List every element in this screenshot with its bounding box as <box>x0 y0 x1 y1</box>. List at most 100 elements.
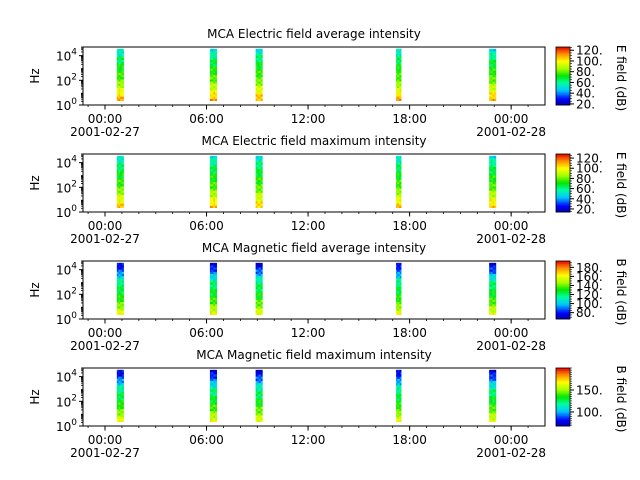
data-band-3 <box>255 155 263 208</box>
x-tick-label: 06:00 <box>189 219 224 233</box>
y-axis: 100 102 104 Hz <box>28 153 83 220</box>
x-tick-label: 12:00 <box>291 433 326 447</box>
x-tick-label: 00:00 <box>88 433 123 447</box>
colorbar-tick-label: 80. <box>576 306 595 320</box>
plot-frame <box>82 46 546 106</box>
x-tick-label: 00:00 <box>494 433 529 447</box>
y-axis: 100 102 104 Hz <box>28 46 83 113</box>
x-tick-date: 2001-02-28 <box>476 339 546 353</box>
panel-2: MCA Electric field maximum intensity 100 1… <box>28 134 628 246</box>
colorbar-tick-label: 60. <box>576 76 595 90</box>
x-tick-date: 2001-02-27 <box>70 339 140 353</box>
spectrogram-data <box>116 155 497 208</box>
data-band-1 <box>116 155 124 208</box>
x-tick-label: 06:00 <box>189 326 224 340</box>
colorbar: 20.40.60.80.100.120. E field (dB) <box>555 152 628 218</box>
panel-3: MCA Magnetic field average intensity 100 1… <box>28 241 628 353</box>
colorbar-tick-label: 20. <box>576 97 595 111</box>
y-tick-label: 102 <box>56 393 77 409</box>
y-tick-label: 104 <box>56 262 77 278</box>
data-band-1 <box>116 48 124 101</box>
x-tick-label: 00:00 <box>88 326 123 340</box>
colorbar-tick-label: 20. <box>576 202 595 216</box>
y-tick-label: 102 <box>56 179 77 195</box>
colorbar-label: B field (dB) <box>614 366 628 433</box>
x-tick-label: 00:00 <box>88 112 123 126</box>
colorbar-label: E field (dB) <box>614 45 628 111</box>
colorbar-tick-label: 120. <box>576 152 603 166</box>
colorbar: 80.100.120.140.160.180. B field (dB) <box>555 259 628 326</box>
x-tick-label: 18:00 <box>392 433 427 447</box>
chart-title: MCA Magnetic field average intensity <box>202 241 426 255</box>
colorbar: 100. 150. B field (dB) <box>555 366 628 433</box>
colorbar-tick-label: 120. <box>576 288 603 302</box>
y-axis-label: Hz <box>28 175 42 190</box>
colorbar-tick-label: 100. <box>576 54 603 68</box>
data-band-5 <box>489 262 497 315</box>
spectrogram-data <box>116 262 497 315</box>
plot-frame <box>82 260 546 320</box>
y-tick-label: 104 <box>56 369 77 385</box>
colorbar-tick-label: 40. <box>576 87 595 101</box>
data-band-3 <box>255 48 263 101</box>
colorbar-label: B field (dB) <box>614 259 628 326</box>
spectrogram-data <box>116 48 497 101</box>
x-tick-label: 18:00 <box>392 219 427 233</box>
colorbar-tick-label: 80. <box>576 172 595 186</box>
x-tick-date: 2001-02-27 <box>70 446 140 460</box>
y-tick-label: 100 <box>56 311 77 327</box>
data-band-5 <box>489 48 497 101</box>
x-tick-label: 00:00 <box>88 219 123 233</box>
colorbar-tick-label: 40. <box>576 192 595 206</box>
x-tick-date: 2001-02-28 <box>476 125 546 139</box>
x-tick-label: 06:00 <box>189 433 224 447</box>
y-tick-label: 100 <box>56 418 77 434</box>
x-tick-label: 18:00 <box>392 326 427 340</box>
y-axis-label: Hz <box>28 68 42 83</box>
data-band-5 <box>489 369 497 422</box>
data-band-2 <box>209 155 217 208</box>
y-tick-label: 100 <box>56 204 77 220</box>
colorbar-tick-label: 150. <box>576 383 603 397</box>
colorbar-tick-label: 100. <box>576 297 603 311</box>
data-band-3 <box>255 262 263 315</box>
colorbar-tick-label: 120. <box>576 44 603 58</box>
y-axis-label: Hz <box>28 282 42 297</box>
x-tick-label: 12:00 <box>291 112 326 126</box>
x-tick-label: 12:00 <box>291 326 326 340</box>
colorbar-tick-label: 80. <box>576 65 595 79</box>
x-tick-label: 00:00 <box>494 219 529 233</box>
data-band-3 <box>255 369 263 422</box>
y-axis-label: Hz <box>28 389 42 404</box>
y-tick-label: 102 <box>56 72 77 88</box>
x-tick-date: 2001-02-27 <box>70 125 140 139</box>
x-tick-label: 12:00 <box>291 219 326 233</box>
x-tick-label: 06:00 <box>189 112 224 126</box>
data-band-4 <box>396 48 402 101</box>
data-band-4 <box>396 155 402 208</box>
data-band-4 <box>396 262 402 315</box>
data-band-2 <box>209 369 217 422</box>
panel-4: MCA Magnetic field maximum intensity1001… <box>28 348 628 460</box>
x-tick-date: 2001-02-27 <box>70 232 140 246</box>
data-band-5 <box>489 155 497 208</box>
colorbar: 20.40.60.80.100.120. E field (dB) <box>555 44 628 111</box>
data-band-2 <box>209 262 217 315</box>
data-band-4 <box>396 369 402 422</box>
panel-1: MCA Electric field average intensity1001… <box>28 27 628 139</box>
chart-title: MCA Magnetic field maximum intensity <box>196 348 432 362</box>
chart-title: MCA Electric field maximum intensity <box>201 134 426 148</box>
y-axis: 100 102 104 Hz <box>28 367 83 434</box>
spectrogram-data <box>116 369 497 422</box>
colorbar-tick-label: 160. <box>576 270 603 284</box>
x-tick-date: 2001-02-28 <box>476 232 546 246</box>
data-band-1 <box>116 369 124 422</box>
data-band-2 <box>209 48 217 101</box>
colorbar-tick-label: 60. <box>576 182 595 196</box>
colorbar-tick-label: 100. <box>576 405 603 419</box>
